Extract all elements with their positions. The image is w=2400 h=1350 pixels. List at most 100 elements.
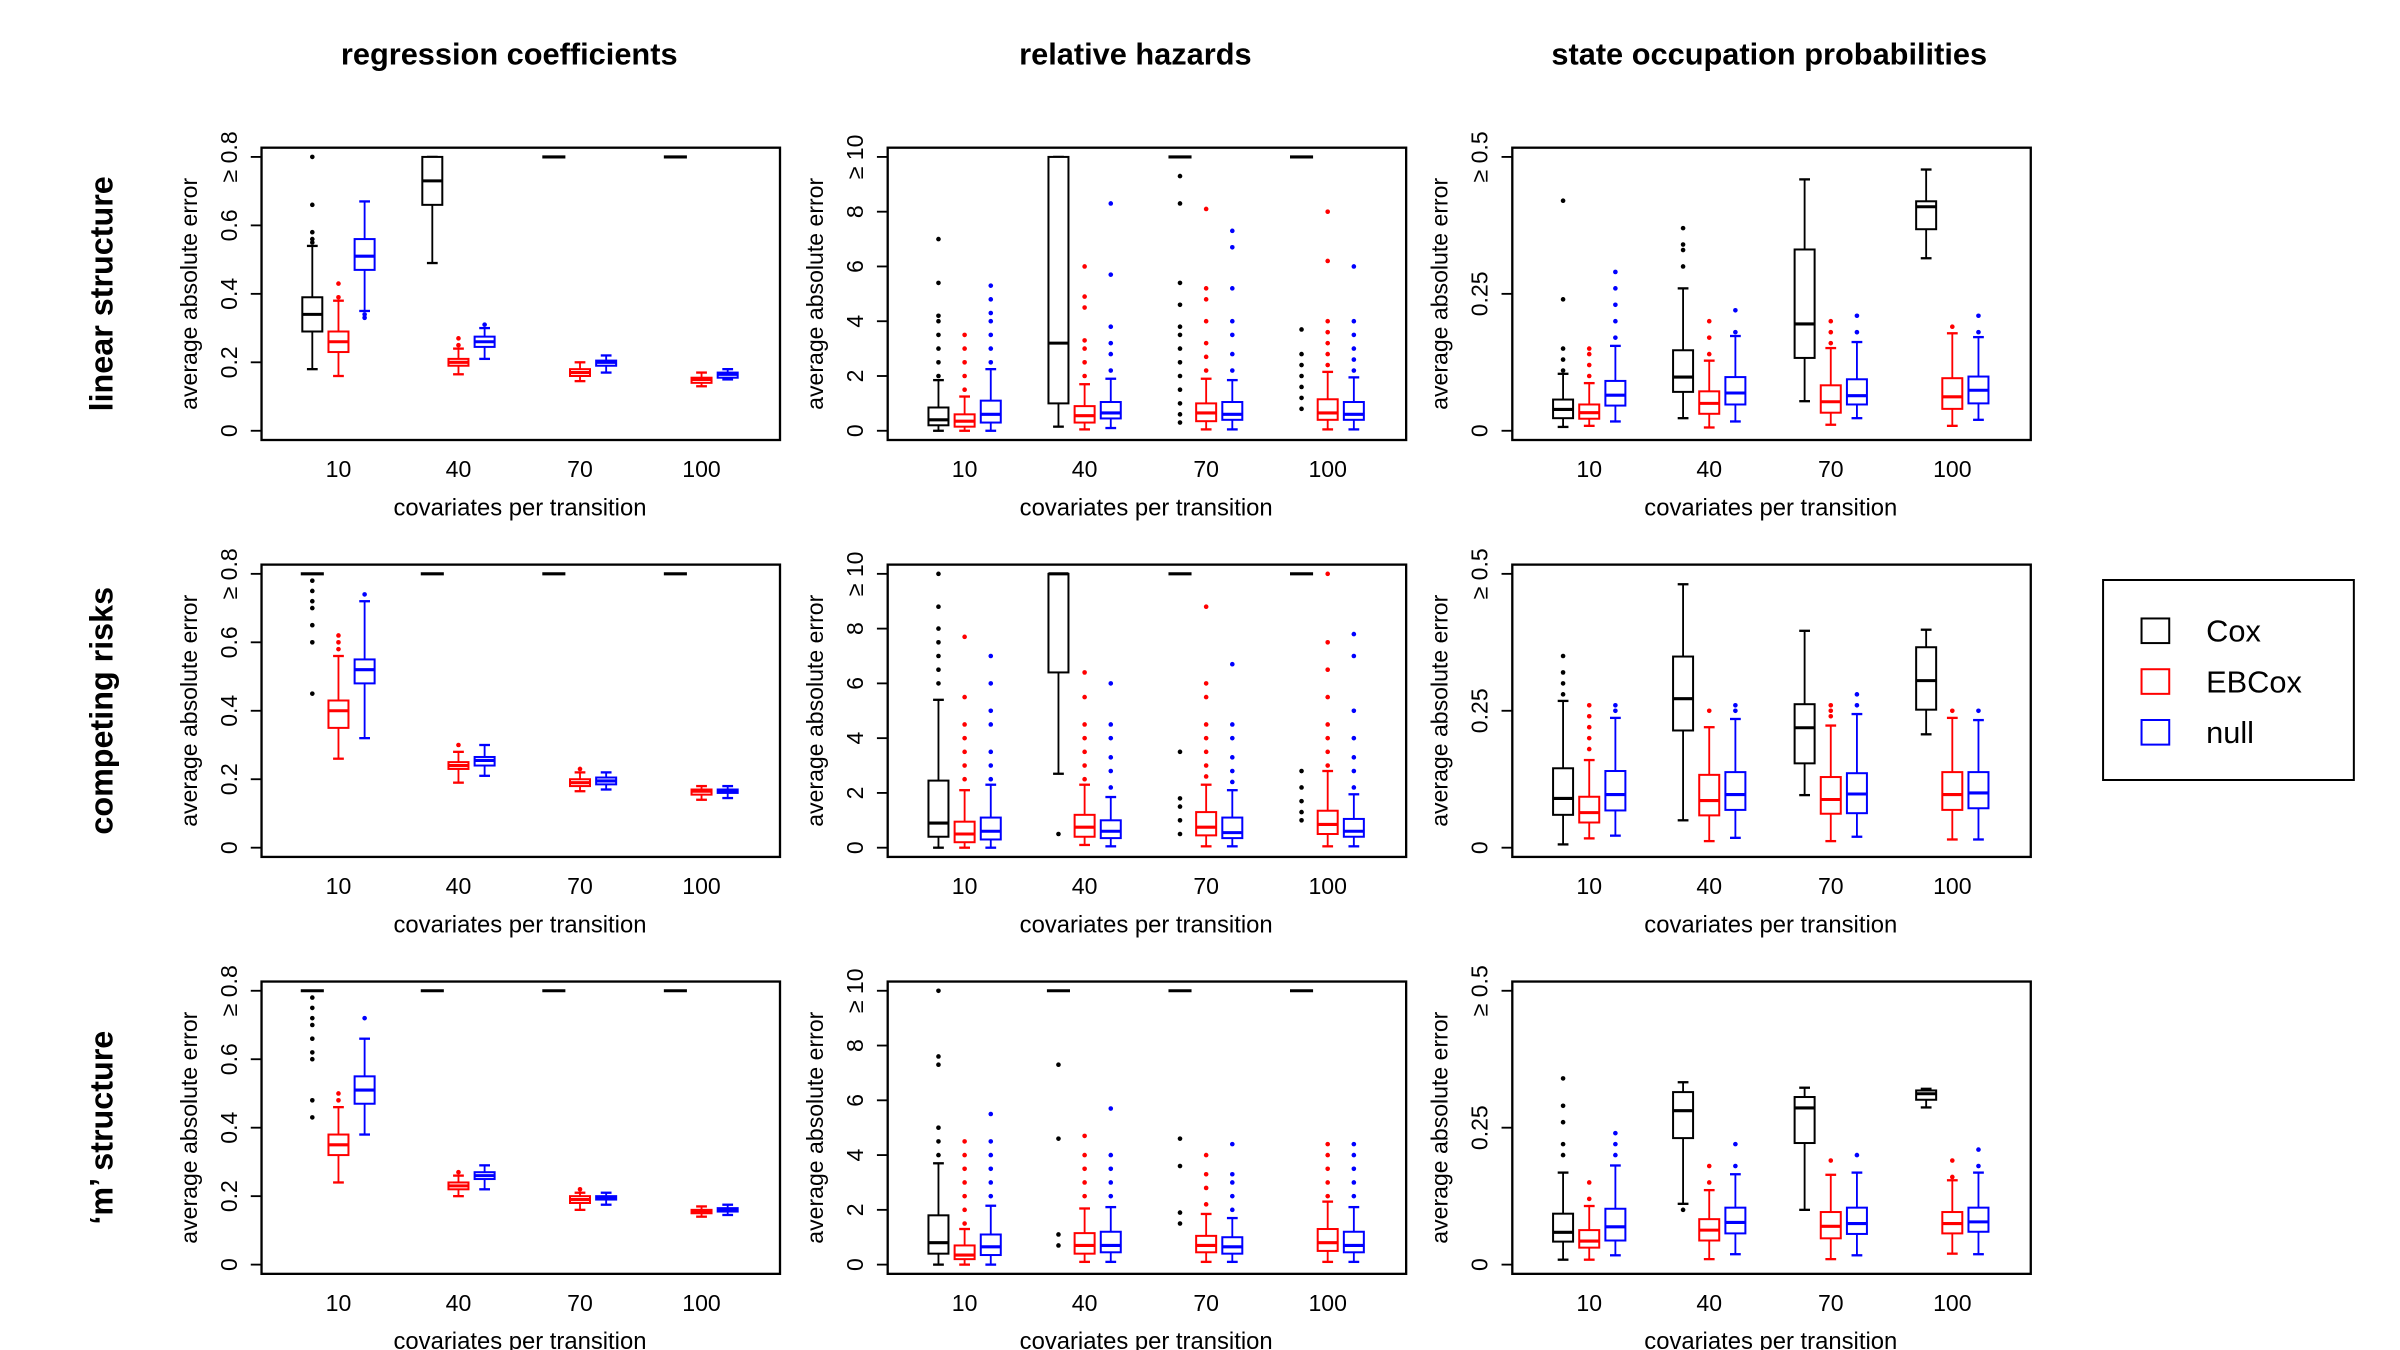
box-null: [1604, 702, 1627, 837]
outlier-point: [988, 749, 994, 755]
outlier-point: [1325, 318, 1330, 324]
box-ebcox: [1578, 1180, 1601, 1261]
outlier-point: [1560, 357, 1566, 362]
box-null: [1724, 702, 1747, 839]
box-null: [1221, 1141, 1244, 1264]
outlier-point: [1230, 779, 1235, 785]
y-axis-label: average absolute error: [802, 1011, 828, 1243]
box-ebcox: [327, 633, 350, 760]
box-iqr: [927, 1214, 950, 1255]
row-title: linear structure: [83, 176, 119, 411]
outlier-point: [988, 283, 994, 288]
x-axis-label: covariates per transition: [1644, 494, 1897, 521]
outlier-point: [1613, 708, 1618, 714]
box-null: [473, 322, 496, 361]
outlier-point: [1056, 1243, 1061, 1248]
outlier-point: [1082, 305, 1087, 310]
outlier-point: [1325, 722, 1330, 727]
box-null: [353, 1015, 376, 1136]
outlier-point: [1056, 1232, 1061, 1237]
outlier-point: [1203, 297, 1209, 302]
outlier-point: [1177, 1136, 1183, 1141]
y-axis-label: average absolute error: [1427, 594, 1453, 826]
box-iqr: [1047, 155, 1070, 405]
box-ebcox: [1195, 1152, 1218, 1264]
box-iqr: [1316, 398, 1339, 421]
outlier-point: [1177, 302, 1183, 308]
outlier-point: [1108, 1180, 1114, 1185]
box-ebcox: [1698, 318, 1721, 429]
outlier-point: [1108, 768, 1114, 774]
outlier-point: [310, 154, 315, 160]
outlier-point: [1108, 1152, 1114, 1158]
outlier-point: [1177, 373, 1183, 379]
outlier-point: [1828, 1158, 1834, 1163]
box-iqr: [1604, 770, 1627, 812]
outlier-point: [1680, 242, 1686, 247]
outlier-point: [1325, 362, 1330, 368]
outlier-point: [1177, 818, 1183, 823]
outlier-point: [1203, 1171, 1209, 1177]
box-iqr: [1724, 376, 1747, 406]
outlier-point: [1613, 335, 1618, 340]
outlier-point: [988, 1139, 994, 1144]
outlier-point: [1056, 1136, 1061, 1141]
outlier-point: [936, 332, 941, 338]
outlier-point: [936, 360, 941, 365]
box-ebcox: [953, 1139, 976, 1266]
outlier-point: [362, 312, 367, 317]
box-iqr: [327, 699, 350, 729]
box-iqr: [1578, 1229, 1601, 1249]
outlier-point: [310, 202, 315, 208]
outlier-point: [1299, 351, 1304, 357]
outlier-point: [1560, 692, 1566, 697]
y-tick-label: 0.25: [1467, 1105, 1493, 1150]
outlier-point: [336, 294, 341, 300]
outlier-point: [310, 1050, 315, 1055]
outlier-point: [1177, 1163, 1183, 1169]
panel: [250, 563, 782, 859]
outlier-point: [1680, 247, 1686, 253]
outlier-point: [1560, 297, 1566, 302]
panel: [1501, 980, 2032, 1276]
box-ebcox: [953, 634, 976, 849]
outlier-point: [1230, 1207, 1235, 1213]
outlier-point: [1108, 368, 1114, 373]
outlier-point: [1203, 681, 1209, 686]
outlier-point: [1056, 1062, 1061, 1068]
y-axis-label: average absolute error: [176, 178, 202, 410]
x-tick-label: 70: [567, 1290, 593, 1316]
outlier-point: [1108, 272, 1114, 277]
outlier-point: [936, 1054, 941, 1059]
row-title: ‘m’ structure: [83, 1031, 119, 1225]
outlier-point: [988, 346, 994, 351]
outlier-point: [1706, 351, 1712, 357]
box-null: [1845, 1152, 1868, 1257]
y-tick-label: 0.4: [216, 1111, 242, 1143]
panel: [1501, 146, 2032, 442]
outlier-point: [1976, 1163, 1981, 1169]
outlier-point: [1828, 329, 1834, 335]
x-tick-label: 10: [326, 1290, 352, 1316]
outlier-point: [1203, 1185, 1209, 1191]
box-ebcox: [1316, 1141, 1339, 1264]
box-null: [1099, 1106, 1122, 1264]
x-tick-label: 10: [952, 873, 978, 899]
y-tick-label: 0.4: [216, 695, 242, 727]
outlier-point: [1230, 228, 1235, 234]
outlier-point: [1325, 694, 1330, 700]
box-cox: [1793, 178, 1816, 403]
outlier-point: [1082, 373, 1087, 379]
legend-label: null: [2206, 715, 2254, 750]
outlier-point: [1177, 324, 1183, 330]
box-ebcox: [569, 1187, 591, 1212]
y-tick-label: 2: [842, 370, 868, 383]
outlier-point: [1108, 340, 1114, 346]
outlier-point: [1976, 708, 1981, 714]
outlier-point: [1299, 809, 1304, 815]
outlier-point: [1706, 708, 1712, 714]
box-iqr: [1047, 572, 1070, 674]
box-iqr: [979, 399, 1002, 424]
y-axis-label: average absolute error: [1427, 1011, 1453, 1243]
outlier-point: [1733, 329, 1738, 335]
